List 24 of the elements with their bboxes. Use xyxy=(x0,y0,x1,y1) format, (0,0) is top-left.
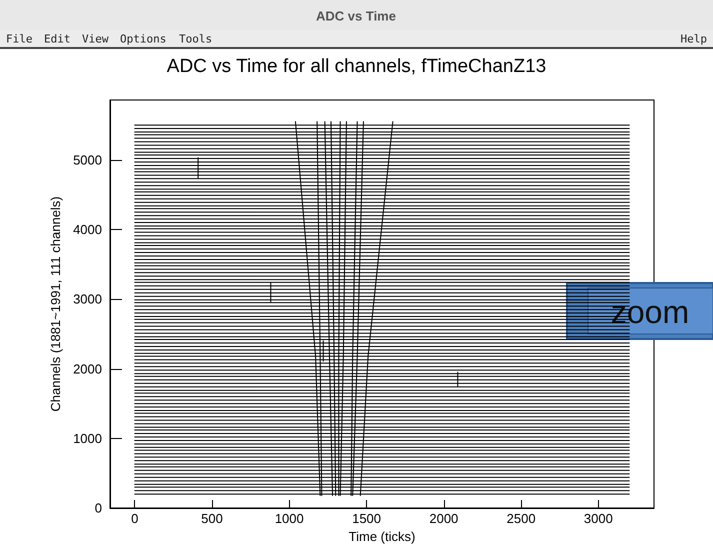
x-tick-label: 3000 xyxy=(584,511,613,526)
y-tick-label: 4000 xyxy=(73,222,102,237)
annotation: zoom xyxy=(610,294,690,330)
x-tick-label: 0 xyxy=(131,511,138,526)
y-tick-label: 5000 xyxy=(73,152,102,168)
chart-title: ADC vs Time for all channels, fTimeChanZ13 xyxy=(166,56,546,77)
text: ADC vs Time xyxy=(316,8,396,24)
text: Options xyxy=(120,32,166,46)
x-tick-label: 1500 xyxy=(352,511,382,526)
text: Help xyxy=(680,32,707,46)
x-tick-label: 2500 xyxy=(506,511,536,526)
y-tick-label: 3000 xyxy=(73,292,102,307)
text: File xyxy=(6,32,32,46)
x-tick-label: 1000 xyxy=(274,511,304,526)
y-tick-label: 2000 xyxy=(73,361,102,376)
y-tick-label: 0 xyxy=(94,500,102,516)
y-axis-title: Channels (1881~1991, 111 channels) xyxy=(48,196,63,412)
x-tick-label: 2000 xyxy=(429,511,458,526)
x-axis-title: Time (ticks) xyxy=(348,528,416,544)
text: Tools xyxy=(179,32,212,46)
x-tick-label: 500 xyxy=(201,511,223,526)
text: View xyxy=(82,32,109,46)
text: Edit xyxy=(44,32,70,46)
y-tick-label: 1000 xyxy=(73,430,102,446)
